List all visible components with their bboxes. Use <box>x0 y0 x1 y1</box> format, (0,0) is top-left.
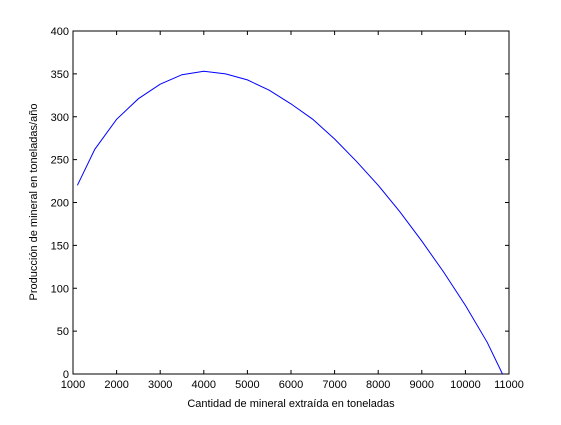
x-tick-label: 9000 <box>410 379 434 391</box>
x-tick-labels: 1000 2000 3000 4000 5000 6000 7000 8000 9000 1000… <box>61 379 524 391</box>
y-tick-label: 0 <box>63 369 69 381</box>
y-tick-labels: 0 50 100 150 200 250 300 350 400 <box>51 26 69 381</box>
series-line <box>76 70 503 375</box>
y-tick-label: 100 <box>51 283 69 295</box>
y-tick-label: 200 <box>51 198 69 210</box>
x-tick-label: 3000 <box>148 379 172 391</box>
x-tick-label: 5000 <box>235 379 259 391</box>
x-tick-label: 2000 <box>104 379 128 391</box>
axis-ticks <box>72 30 510 375</box>
x-tick-label: 11000 <box>494 379 524 391</box>
y-tick-label: 250 <box>51 155 69 167</box>
x-tick-label: 6000 <box>279 379 303 391</box>
y-axis-label: Producción de mineral en toneladas/año <box>28 104 40 301</box>
y-tick-label: 400 <box>51 26 69 38</box>
x-tick-label: 1000 <box>61 379 85 391</box>
y-tick-label: 150 <box>51 240 69 252</box>
x-tick-label: 4000 <box>192 379 216 391</box>
x-tick-label: 7000 <box>322 379 346 391</box>
x-tick-label: 8000 <box>366 379 390 391</box>
x-tick-label: 10000 <box>450 379 481 391</box>
y-tick-label: 350 <box>51 69 69 81</box>
x-axis-label: Cantidad de mineral extraída en tonelada… <box>187 398 395 410</box>
y-tick-label: 50 <box>57 326 69 338</box>
plot-area <box>72 30 510 375</box>
y-tick-label: 300 <box>51 112 69 124</box>
